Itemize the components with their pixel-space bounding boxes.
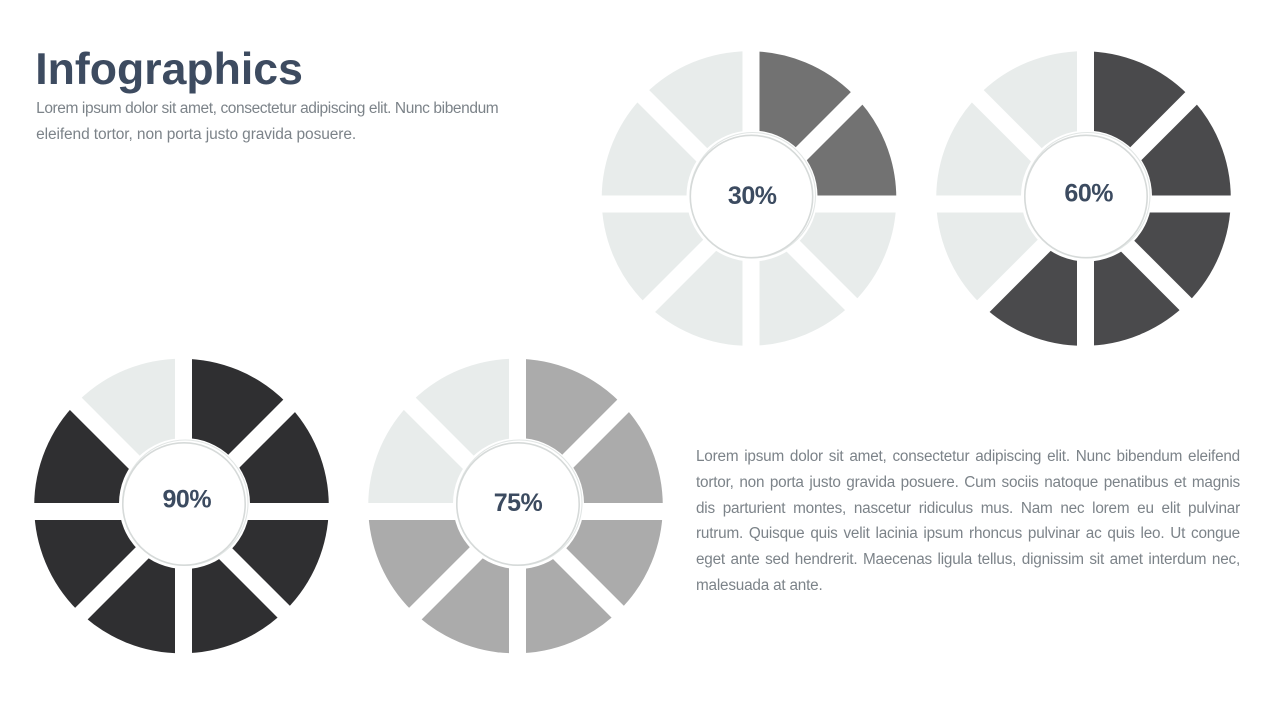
svg-text:75%: 75%	[494, 489, 543, 517]
svg-text:30%: 30%	[728, 182, 777, 210]
svg-text:90%: 90%	[163, 485, 212, 513]
svg-text:60%: 60%	[1064, 180, 1113, 208]
